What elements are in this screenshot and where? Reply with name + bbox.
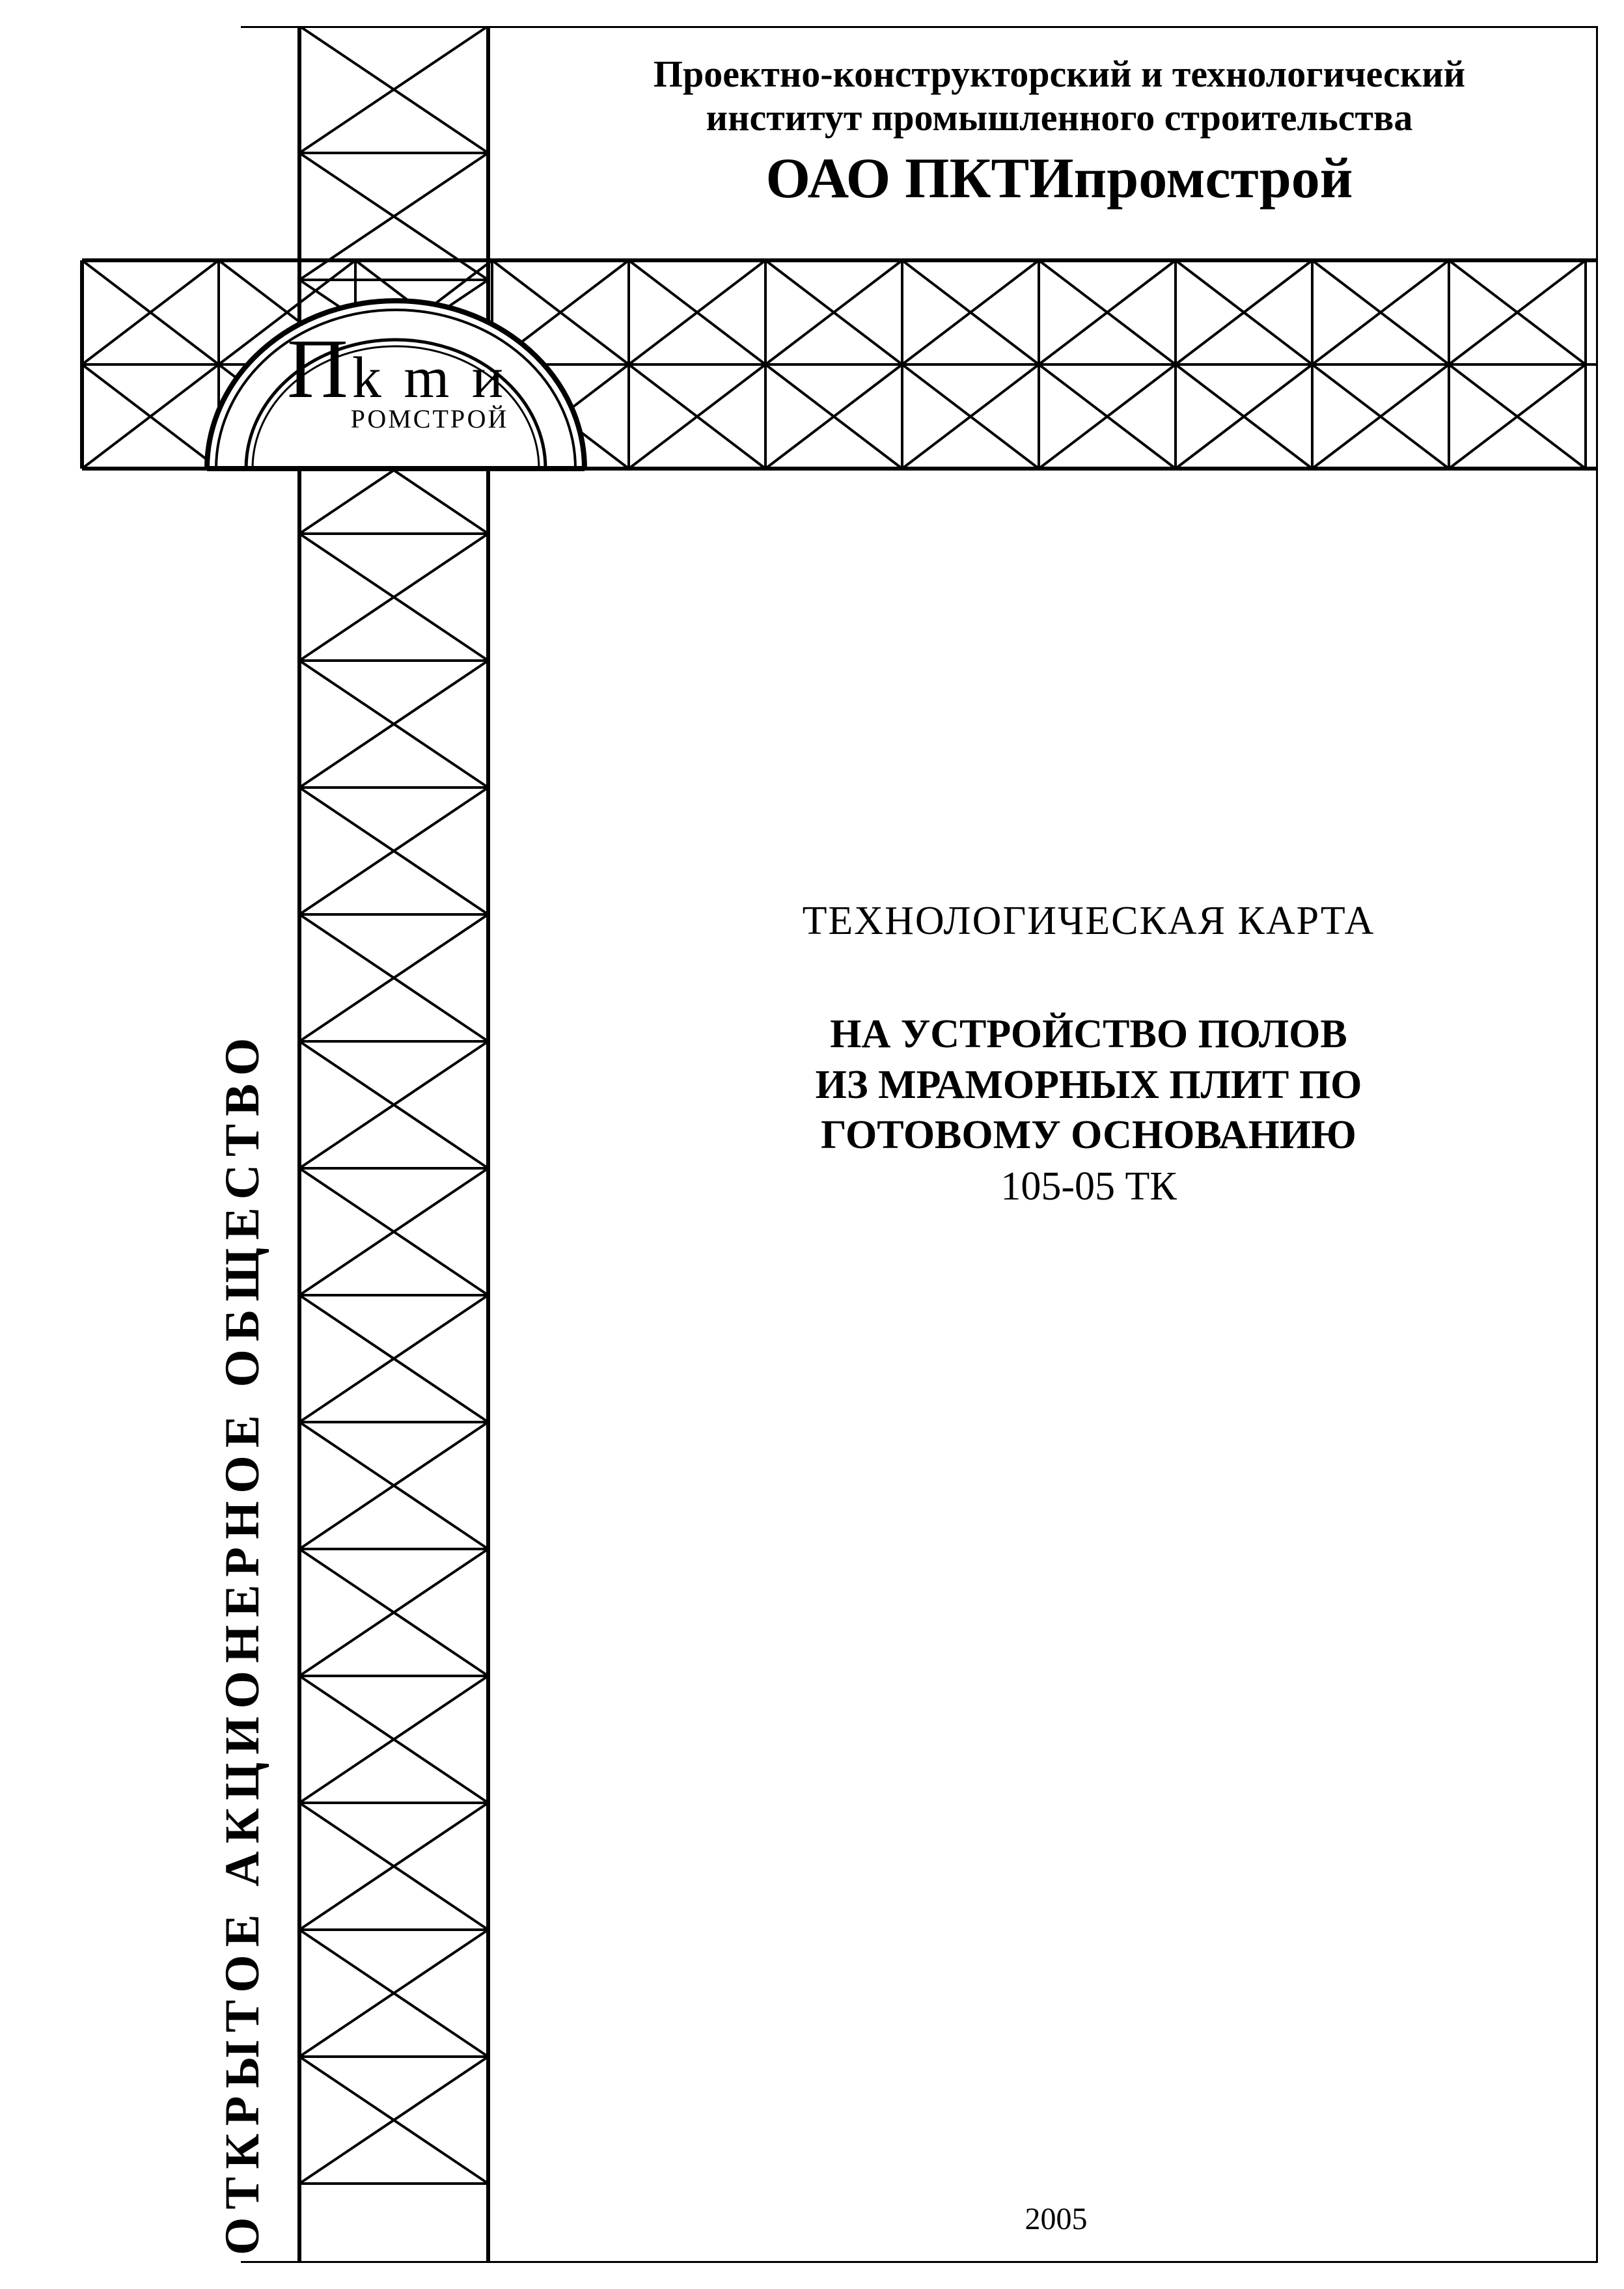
doc-title-line-1: НА УСТРОЙСТВО ПОЛОВ — [618, 1009, 1559, 1060]
header-block: Проектно-конструкторский и технологическ… — [560, 52, 1559, 212]
document-title-block: ТЕХНОЛОГИЧЕСКАЯ КАРТА НА УСТРОЙСТВО ПОЛО… — [618, 898, 1559, 1210]
year: 2005 — [553, 2201, 1559, 2237]
logo-block: Пk m и РОМСТРОЙ — [254, 320, 540, 434]
vertical-label-wrap: ОТКРЫТОЕ АКЦИОНЕРНОЕ ОБЩЕСТВО — [215, 498, 273, 2255]
doc-type-title: ТЕХНОЛОГИЧЕСКАЯ КАРТА — [618, 898, 1559, 944]
header-line-1: Проектно-конструкторский и технологическ… — [560, 52, 1559, 96]
doc-code: 105-05 ТК — [618, 1164, 1559, 1210]
logo-sub: РОМСТРОЙ — [319, 404, 540, 434]
header-line-2: институт промышленного строительства — [560, 96, 1559, 139]
doc-title-line-3: ГОТОВОМУ ОСНОВАНИЮ — [618, 1110, 1559, 1161]
vertical-label: ОТКРЫТОЕ АКЦИОНЕРНОЕ ОБЩЕСТВО — [215, 498, 271, 2255]
doc-title-line-2: ИЗ МРАМОРНЫХ ПЛИТ ПО — [618, 1060, 1559, 1111]
header-org-name: ОАО ПКТИпромстрой — [560, 146, 1559, 212]
